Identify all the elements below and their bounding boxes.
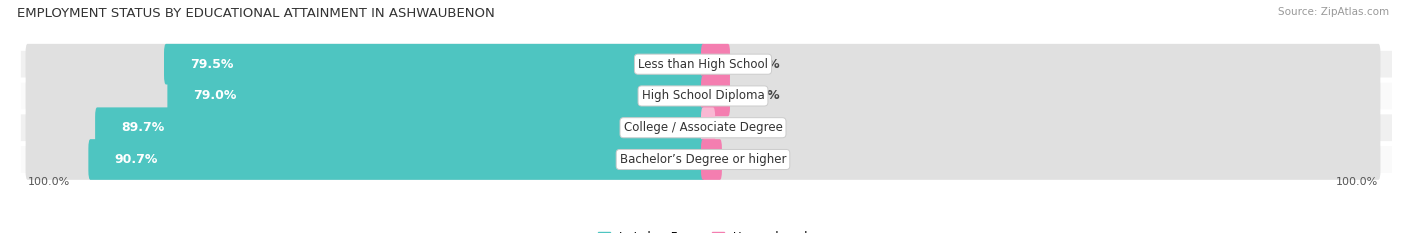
Text: EMPLOYMENT STATUS BY EDUCATIONAL ATTAINMENT IN ASHWAUBENON: EMPLOYMENT STATUS BY EDUCATIONAL ATTAINM… bbox=[17, 7, 495, 20]
FancyBboxPatch shape bbox=[165, 44, 704, 85]
Text: 100.0%: 100.0% bbox=[1336, 177, 1378, 187]
Legend: In Labor Force, Unemployed: In Labor Force, Unemployed bbox=[593, 226, 813, 233]
FancyBboxPatch shape bbox=[21, 51, 1399, 78]
FancyBboxPatch shape bbox=[21, 114, 1399, 141]
FancyBboxPatch shape bbox=[25, 44, 704, 85]
FancyBboxPatch shape bbox=[702, 76, 730, 116]
Text: 0.0%: 0.0% bbox=[730, 121, 765, 134]
Text: 3.7%: 3.7% bbox=[745, 89, 779, 103]
FancyBboxPatch shape bbox=[21, 83, 1399, 109]
Text: 3.7%: 3.7% bbox=[745, 58, 779, 71]
FancyBboxPatch shape bbox=[702, 139, 721, 180]
FancyBboxPatch shape bbox=[25, 107, 704, 148]
FancyBboxPatch shape bbox=[96, 107, 704, 148]
FancyBboxPatch shape bbox=[702, 44, 1381, 85]
Text: Source: ZipAtlas.com: Source: ZipAtlas.com bbox=[1278, 7, 1389, 17]
FancyBboxPatch shape bbox=[25, 139, 704, 180]
Text: College / Associate Degree: College / Associate Degree bbox=[624, 121, 782, 134]
FancyBboxPatch shape bbox=[89, 139, 704, 180]
Text: 79.5%: 79.5% bbox=[190, 58, 233, 71]
Text: 2.5%: 2.5% bbox=[737, 153, 772, 166]
FancyBboxPatch shape bbox=[702, 76, 1381, 116]
FancyBboxPatch shape bbox=[21, 146, 1399, 173]
FancyBboxPatch shape bbox=[702, 107, 1381, 148]
Text: 89.7%: 89.7% bbox=[121, 121, 165, 134]
Text: 90.7%: 90.7% bbox=[114, 153, 157, 166]
FancyBboxPatch shape bbox=[167, 76, 704, 116]
FancyBboxPatch shape bbox=[702, 139, 1381, 180]
Text: High School Diploma: High School Diploma bbox=[641, 89, 765, 103]
Text: Bachelor’s Degree or higher: Bachelor’s Degree or higher bbox=[620, 153, 786, 166]
Text: 79.0%: 79.0% bbox=[193, 89, 236, 103]
FancyBboxPatch shape bbox=[702, 44, 730, 85]
Text: Less than High School: Less than High School bbox=[638, 58, 768, 71]
FancyBboxPatch shape bbox=[25, 76, 704, 116]
Text: 100.0%: 100.0% bbox=[28, 177, 70, 187]
FancyBboxPatch shape bbox=[702, 107, 716, 148]
